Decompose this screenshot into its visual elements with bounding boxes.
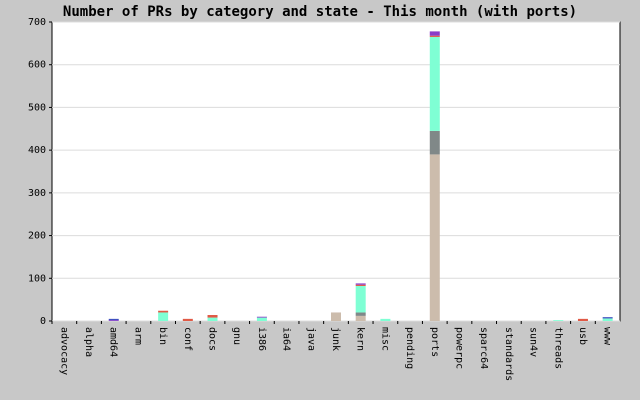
x-tick-label: ia64 (281, 327, 292, 351)
y-tick-label: 0 (40, 316, 46, 327)
x-tick-label: threads (552, 327, 563, 369)
x-tick-label: kern (355, 327, 366, 351)
x-tick-label: pending (404, 327, 415, 369)
bar-segment (108, 320, 119, 321)
x-tick-label: gnu (231, 327, 242, 345)
bar-segment (380, 318, 391, 321)
bar-segment (429, 154, 440, 321)
x-tick-label: bin (157, 327, 168, 345)
y-tick-label: 700 (28, 17, 46, 28)
bar-segment (577, 318, 588, 321)
bar-segment (355, 283, 366, 285)
x-tick-label: misc (379, 327, 390, 351)
x-tick-label: ports (429, 327, 440, 357)
x-tick-label: sparc64 (478, 327, 489, 369)
bar-segment (429, 35, 440, 37)
bar-segment (207, 315, 218, 318)
chart-title: Number of PRs by category and state - Th… (63, 4, 577, 20)
x-tick-label: java (305, 327, 316, 351)
bar-segment (207, 317, 218, 321)
bar-segment (602, 317, 613, 319)
bar-segment (355, 285, 366, 313)
bar-segment (429, 130, 440, 155)
x-tick-label: www (602, 327, 613, 346)
x-tick-label: conf (182, 327, 193, 351)
x-tick-label: arm (132, 327, 143, 345)
bar-segment (602, 318, 613, 321)
bar-segment (355, 284, 366, 286)
y-tick-label: 100 (28, 273, 46, 284)
x-tick-label: junk (330, 327, 341, 351)
y-tick-label: 400 (28, 145, 46, 156)
x-tick-label: sun4v (528, 327, 539, 357)
x-tick-label: amd64 (108, 327, 119, 357)
bar-segment (331, 312, 341, 321)
bar-segment (256, 316, 267, 318)
x-tick-label: powerpc (453, 327, 464, 369)
bar-segment (429, 31, 440, 36)
x-tick-label: i386 (256, 327, 267, 351)
bar-segment (158, 310, 169, 313)
y-tick-label: 300 (28, 188, 46, 199)
y-tick-label: 500 (28, 102, 46, 113)
x-tick-label: advocacy (58, 327, 69, 375)
bar-segment (158, 312, 169, 321)
bar-segment (256, 317, 267, 321)
bar-segment (108, 318, 119, 321)
y-tick-label: 200 (28, 231, 46, 242)
x-tick-label: alpha (83, 327, 94, 357)
x-tick-label: docs (207, 327, 218, 351)
y-tick-label: 600 (28, 60, 46, 71)
bar-segment (553, 320, 564, 321)
bar-segment (355, 315, 366, 321)
x-tick-label: standards (503, 327, 514, 381)
plot-area (51, 21, 621, 322)
bar-segment (429, 36, 440, 131)
bar-segment (182, 318, 193, 321)
x-tick-label: usb (577, 327, 588, 345)
bar-segment (355, 312, 366, 316)
